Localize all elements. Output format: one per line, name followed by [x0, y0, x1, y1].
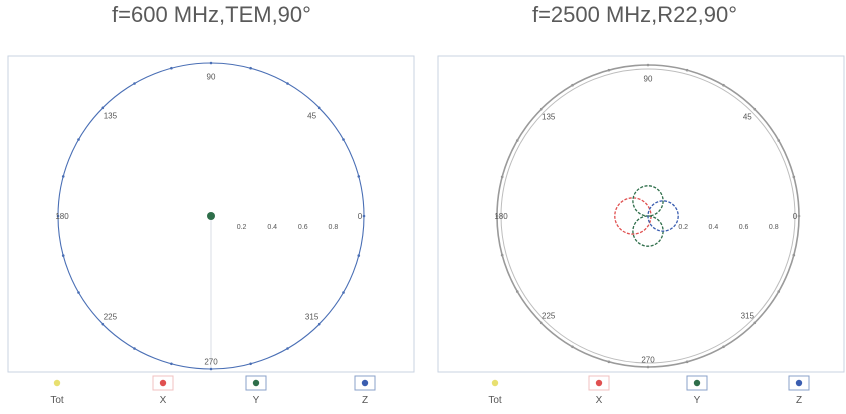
series-z-curve	[57, 62, 365, 370]
legend-tot-label: Tot	[488, 395, 502, 406]
angle-tick-label: 90	[207, 73, 216, 82]
legend-y-label: Y	[253, 395, 260, 406]
series-y-point	[207, 212, 215, 220]
angle-tick-label: 270	[204, 357, 218, 366]
series-tot-curve-inner	[500, 68, 796, 364]
series-y-curve	[632, 185, 664, 217]
angle-tick-label: 90	[644, 75, 653, 84]
legend-x-label: X	[160, 395, 167, 406]
legend-y-marker	[693, 379, 701, 387]
radial-tick-label: 0.8	[769, 224, 779, 231]
series-z-curve	[647, 200, 679, 232]
angle-tick-label: 180	[494, 212, 508, 221]
series-tot-curve	[496, 64, 800, 368]
radial-tick-label: 0.4	[267, 224, 277, 231]
legend-z-box	[354, 375, 376, 391]
plot-frame-right	[437, 55, 845, 373]
legend-z-marker	[361, 379, 369, 387]
legend-z-label: Z	[362, 395, 368, 406]
radial-tick-label: 0.8	[329, 224, 339, 231]
angle-tick-label: 315	[305, 313, 319, 322]
legend-x-box	[152, 375, 174, 391]
legend-x-label: X	[596, 395, 603, 406]
legend-y-box	[686, 375, 708, 391]
angle-tick-label: 135	[104, 111, 118, 120]
series-y-curve	[632, 215, 664, 247]
chart-title-left: f=600 MHz,TEM,90°	[112, 2, 311, 27]
chart-title-right: f=2500 MHz,R22,90°	[531, 2, 738, 27]
legend-x-box	[588, 375, 610, 391]
radial-tick-label: 0.6	[739, 224, 749, 231]
legend-tot-label: Tot	[50, 395, 64, 406]
angle-tick-label: 225	[104, 313, 118, 322]
legend-z-box	[788, 375, 810, 391]
radial-tick-label: 0.6	[298, 224, 308, 231]
plot-frame-left	[7, 55, 415, 373]
radial-tick-label: 0.2	[237, 224, 247, 231]
angle-tick-label: 0	[358, 212, 363, 221]
legend-x-marker	[159, 379, 167, 387]
legend-tot-marker	[53, 379, 61, 387]
radial-tick-label: 0.4	[709, 224, 719, 231]
angle-tick-label: 270	[641, 355, 655, 364]
legend-y-marker	[252, 379, 260, 387]
legend-x-marker	[595, 379, 603, 387]
legend-y-label: Y	[694, 395, 701, 406]
legend-tot-marker	[491, 379, 499, 387]
radial-tick-label: 0.2	[678, 224, 688, 231]
angle-tick-label: 0	[793, 212, 798, 221]
angle-tick-label: 45	[307, 111, 316, 120]
angle-tick-label: 315	[741, 311, 755, 320]
angle-tick-label: 135	[542, 113, 556, 122]
angle-tick-label: 180	[55, 212, 69, 221]
legend-z-label: Z	[796, 395, 802, 406]
angle-tick-label: 45	[743, 113, 752, 122]
legend-z-marker	[795, 379, 803, 387]
legend-y-box	[245, 375, 267, 391]
angle-tick-label: 225	[542, 311, 556, 320]
